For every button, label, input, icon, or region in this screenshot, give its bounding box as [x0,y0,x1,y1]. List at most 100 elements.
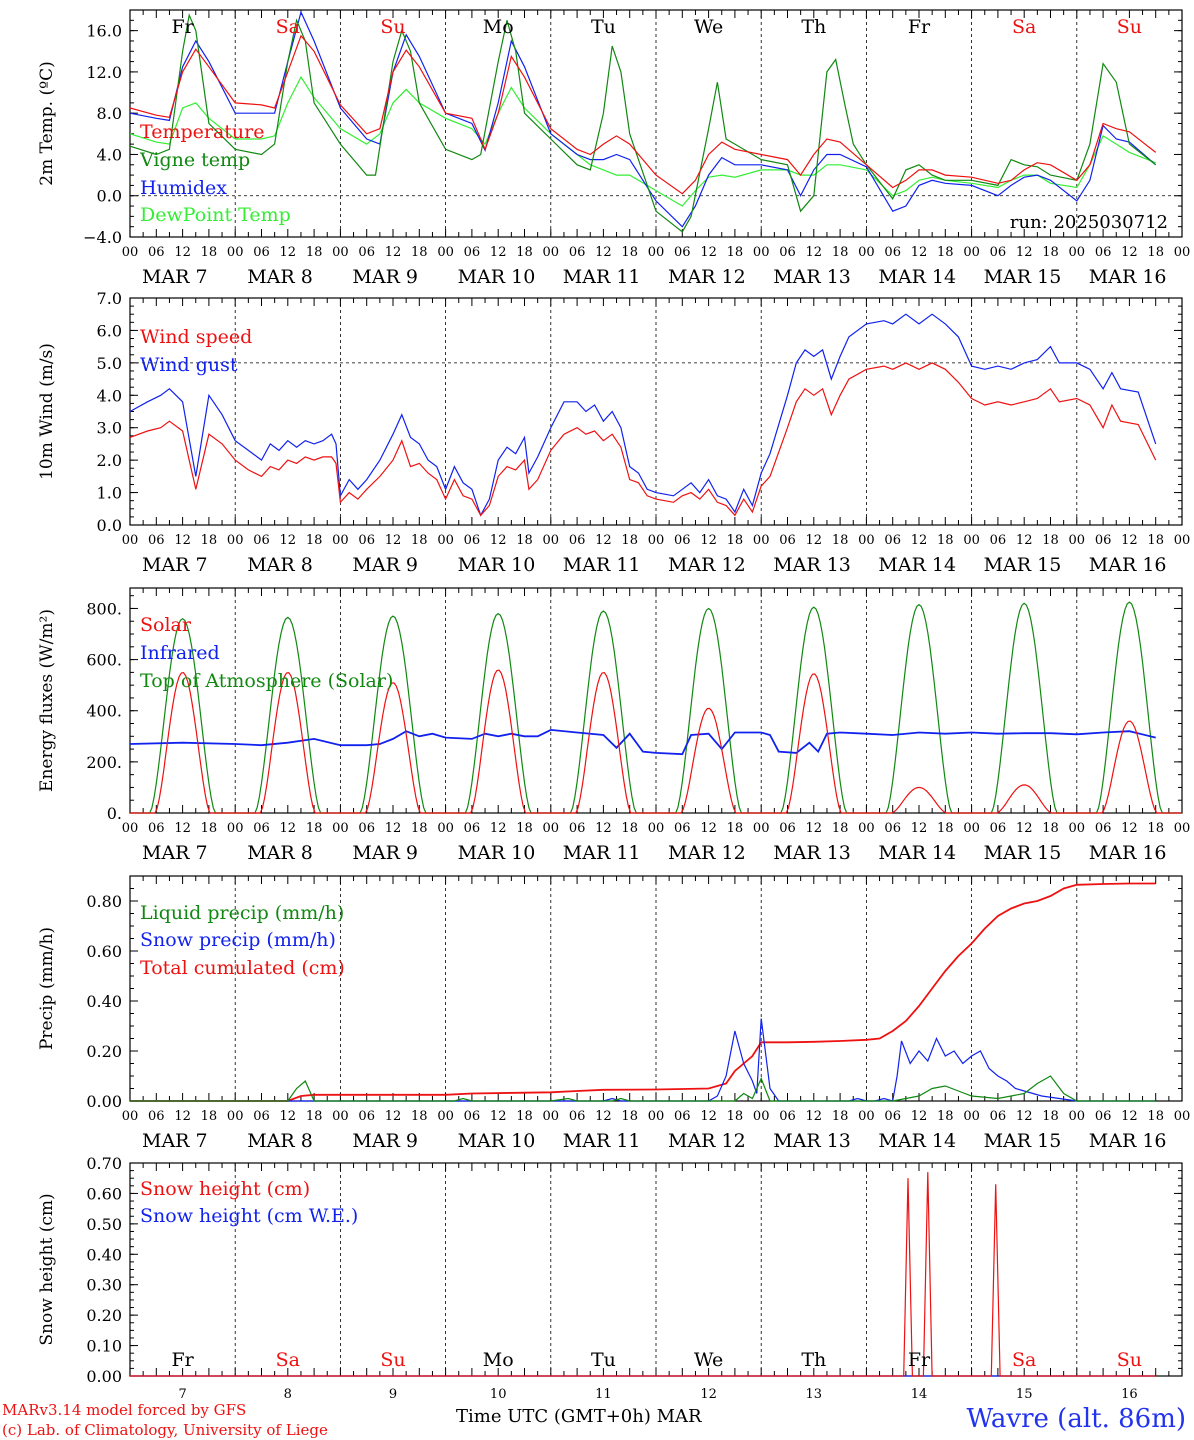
hour-label: 12 [280,533,297,548]
y-tick-label: 0.60 [86,942,122,961]
y-tick-label: 0.70 [86,1154,122,1173]
hour-label: 18 [1042,1109,1059,1124]
hour-label: 12 [280,245,297,260]
day-name: Su [1117,1349,1142,1371]
hour-label: 18 [201,245,218,260]
hour-label: 12 [385,533,402,548]
date-label: MAR 11 [563,1130,641,1152]
series-line [130,1018,1156,1102]
y-tick-label: 800. [86,599,122,618]
lab-credit: (c) Lab. of Climatology, University of L… [2,1421,328,1439]
hour-label: 18 [201,533,218,548]
hour-label: 18 [832,1109,849,1124]
date-label: MAR 14 [878,266,956,288]
hour-label: 06 [779,1109,796,1124]
hour-label: 00 [437,1109,454,1124]
hour-label: 00 [543,821,560,836]
hour-label: 18 [1042,533,1059,548]
hour-label: 18 [516,1109,533,1124]
hour-label: 00 [332,533,349,548]
y-tick-label: 12.0 [86,63,122,82]
legend-entry: Top of Atmosphere (Solar) [140,670,393,692]
date-label: MAR 14 [878,842,956,864]
hour-label: 18 [832,821,849,836]
hour-label: 06 [358,245,375,260]
hour-label: 18 [516,245,533,260]
hour-label: 06 [464,533,481,548]
panel-4 [129,875,1183,1102]
hour-label: 12 [490,821,507,836]
date-label: MAR 13 [773,554,851,576]
day-number: 15 [1016,1387,1033,1402]
day-name: Sa [1012,16,1036,38]
hour-label: 12 [1121,821,1138,836]
run-annotation: run: 2025030712 [1010,212,1168,233]
legend-entry: Temperature [140,121,264,143]
date-label: MAR 12 [668,554,746,576]
y-axis-label: Precip (mm/h) [37,927,57,1050]
date-label: MAR 9 [352,554,418,576]
hour-label: 06 [674,821,691,836]
hour-label: 06 [358,821,375,836]
hour-label: 06 [1095,821,1112,836]
y-tick-label: 0.60 [86,1184,122,1203]
hour-label: 12 [174,821,191,836]
legend-entry: Snow precip (mm/h) [140,929,336,951]
hour-label: 06 [569,821,586,836]
hour-label: 00 [122,245,139,260]
hour-label: 18 [937,821,954,836]
hour-label: 06 [990,245,1007,260]
day-number: 9 [389,1387,397,1402]
date-label: MAR 10 [458,1130,536,1152]
hour-label: 06 [464,821,481,836]
hour-label: 06 [1095,245,1112,260]
hour-label: 00 [963,1109,980,1124]
y-tick-label: 0.50 [86,1215,122,1234]
hour-label: 18 [306,533,323,548]
hour-label: 00 [332,245,349,260]
y-tick-label: 0.30 [86,1276,122,1295]
hour-label: 00 [227,821,244,836]
hour-label: 00 [543,245,560,260]
hour-label: 12 [806,533,823,548]
date-label: MAR 7 [142,1130,208,1152]
hour-label: 00 [963,821,980,836]
hour-label: 12 [174,245,191,260]
panel-3 [129,587,1183,814]
hour-label: 12 [595,1109,612,1124]
series-line [129,728,1156,756]
legend-entry: Infrared [140,642,220,664]
hour-label: 00 [753,1109,770,1124]
hour-label: 00 [963,245,980,260]
hour-label: 12 [1016,1109,1033,1124]
hour-label: 18 [1147,1109,1164,1124]
hour-label: 12 [385,1109,402,1124]
hour-label: 06 [148,245,165,260]
day-number: 11 [595,1387,612,1402]
hour-label: 18 [832,245,849,260]
legend-entry: DewPoint Temp [140,204,291,226]
y-tick-label: 0.20 [86,1042,122,1061]
hour-label: 06 [990,1109,1007,1124]
hour-label: 12 [490,533,507,548]
date-label: MAR 10 [458,842,536,864]
day-name: Su [1117,16,1142,38]
hour-label: 12 [806,821,823,836]
hour-label: 00 [332,821,349,836]
hour-label: 18 [937,1109,954,1124]
hour-label: 00 [1174,533,1191,548]
date-label: MAR 15 [984,1130,1062,1152]
hour-label: 12 [911,533,928,548]
date-label: MAR 9 [352,1130,418,1152]
date-label: MAR 8 [247,554,313,576]
legend-entry: Solar [140,614,192,636]
hour-label: 18 [621,533,638,548]
hour-label: 12 [385,821,402,836]
hour-label: 18 [1147,821,1164,836]
hour-label: 00 [858,245,875,260]
hour-label: 00 [1174,1109,1191,1124]
y-tick-label: 0.00 [86,1092,122,1111]
hour-label: 00 [437,821,454,836]
hour-label: 12 [595,821,612,836]
